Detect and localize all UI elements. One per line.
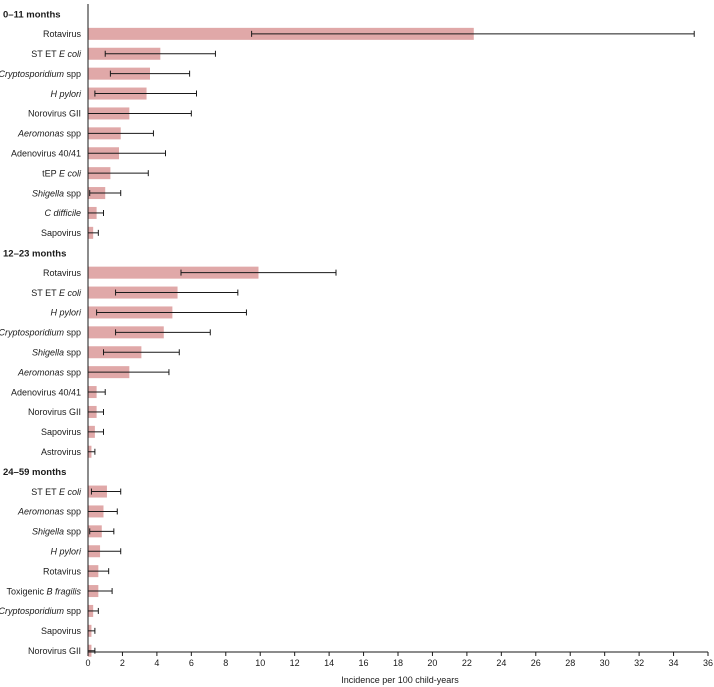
- category-label: ST ET E coli: [31, 487, 82, 497]
- x-tick-label: 16: [359, 658, 369, 668]
- category-label: H pylori: [50, 89, 82, 99]
- category-label: ST ET E coli: [31, 49, 82, 59]
- category-label: Aeromonas spp: [17, 367, 81, 377]
- category-label: Sapovirus: [41, 228, 82, 238]
- error-bar: [88, 110, 192, 117]
- category-label: Cryptosporidium spp: [0, 606, 81, 616]
- category-label: Aeromonas spp: [17, 129, 81, 139]
- category-label: Norovirus GII: [28, 646, 81, 656]
- category-label: ST ET E coli: [31, 288, 82, 298]
- x-tick-label: 4: [154, 658, 159, 668]
- error-bar: [103, 349, 180, 356]
- error-bar: [88, 408, 104, 415]
- x-tick-label: 0: [85, 658, 90, 668]
- x-tick-label: 34: [669, 658, 679, 668]
- error-bar: [109, 70, 191, 77]
- x-tick-label: 12: [290, 658, 300, 668]
- error-bar: [89, 528, 115, 535]
- category-label: Norovirus GII: [28, 407, 81, 417]
- category-label: H pylori: [50, 308, 82, 318]
- category-label: Sapovirus: [41, 427, 82, 437]
- category-label: Adenovirus 40/41: [11, 387, 81, 397]
- error-bar: [88, 607, 99, 614]
- error-bar: [89, 190, 122, 197]
- error-bar: [115, 289, 239, 296]
- category-label: Shigella spp: [32, 347, 81, 357]
- category-label: Sapovirus: [41, 626, 82, 636]
- category-label: H pylori: [50, 546, 82, 556]
- error-bar: [115, 329, 211, 336]
- category-label: Adenovirus 40/41: [11, 148, 81, 158]
- group-title: 24–59 months: [3, 467, 66, 478]
- error-bar: [88, 170, 149, 177]
- bar: [88, 266, 259, 279]
- error-bar: [88, 568, 110, 575]
- error-bar: [96, 309, 247, 316]
- error-bar: [88, 448, 96, 455]
- x-tick-label: 8: [223, 658, 228, 668]
- error-bar: [88, 588, 113, 595]
- error-bar: [88, 209, 104, 216]
- error-bar: [88, 548, 122, 555]
- x-tick-label: 14: [324, 658, 334, 668]
- error-bar: [94, 90, 197, 97]
- error-bar: [88, 229, 99, 236]
- group-title: 12–23 months: [3, 248, 66, 259]
- x-tick-label: 36: [703, 658, 713, 668]
- x-tick-label: 32: [634, 658, 644, 668]
- category-label: Toxigenic B fragilis: [6, 586, 81, 596]
- x-tick-label: 24: [496, 658, 506, 668]
- error-bar: [88, 627, 96, 634]
- x-tick-label: 18: [393, 658, 403, 668]
- error-bar: [180, 269, 337, 276]
- category-label: Shigella spp: [32, 527, 81, 537]
- category-label: Norovirus GII: [28, 109, 81, 119]
- category-label: C difficile: [44, 208, 81, 218]
- x-tick-label: 20: [427, 658, 437, 668]
- x-axis: 0 2 4 6 8 10 12 14 16 18 20 22 24 26 28 30 32 34 36: [85, 4, 713, 668]
- category-label: Aeromonas spp: [17, 507, 81, 517]
- category-label: Rotavirus: [43, 268, 82, 278]
- category-label: Cryptosporidium spp: [0, 69, 81, 79]
- error-bar: [88, 130, 154, 137]
- error-bar: [88, 647, 96, 654]
- x-axis-title: Incidence per 100 child-years: [341, 675, 459, 685]
- error-bar: [251, 30, 695, 37]
- error-bar: [104, 50, 216, 57]
- x-tick-label: 10: [255, 658, 265, 668]
- x-tick-label: 26: [531, 658, 541, 668]
- error-bar: [88, 389, 106, 396]
- x-tick-label: 6: [189, 658, 194, 668]
- x-tick-label: 2: [120, 658, 125, 668]
- rows-layer: 0–11 months Rotavirus ST ET E coli Cryptosp…: [0, 9, 695, 657]
- category-label: Shigella spp: [32, 188, 81, 198]
- category-label: Astrovirus: [41, 447, 82, 457]
- error-bar: [88, 369, 170, 376]
- error-bar: [88, 428, 104, 435]
- group-title: 0–11 months: [3, 9, 61, 20]
- x-tick-label: 22: [462, 658, 472, 668]
- x-tick-label: 30: [600, 658, 610, 668]
- error-bar: [88, 508, 118, 515]
- category-label: Rotavirus: [43, 29, 82, 39]
- category-label: Cryptosporidium spp: [0, 328, 81, 338]
- x-tick-label: 28: [565, 658, 575, 668]
- category-label: Rotavirus: [43, 566, 82, 576]
- error-bar: [88, 150, 166, 157]
- error-bar: [90, 488, 122, 495]
- category-label: tEP E coli: [42, 168, 82, 178]
